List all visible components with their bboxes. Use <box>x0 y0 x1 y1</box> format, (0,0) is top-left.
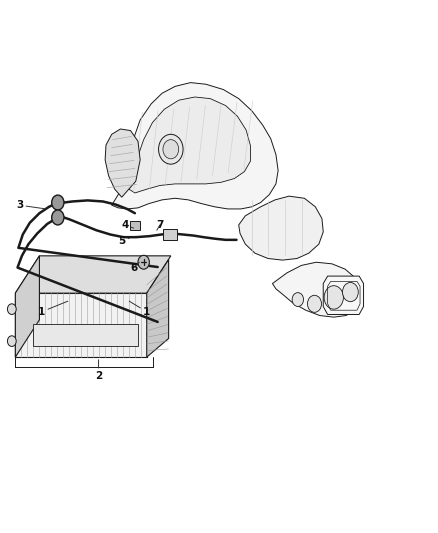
Text: 6: 6 <box>130 262 139 272</box>
Polygon shape <box>130 221 140 230</box>
Circle shape <box>52 195 64 210</box>
Text: 2: 2 <box>95 360 102 381</box>
Polygon shape <box>15 256 171 293</box>
Polygon shape <box>272 262 361 317</box>
Polygon shape <box>15 293 147 357</box>
Circle shape <box>7 336 16 346</box>
Circle shape <box>163 140 179 159</box>
Circle shape <box>307 295 321 312</box>
Text: 7: 7 <box>156 220 163 230</box>
Polygon shape <box>33 324 138 346</box>
Polygon shape <box>112 83 278 209</box>
Text: 1: 1 <box>38 301 68 317</box>
Polygon shape <box>163 229 177 240</box>
Polygon shape <box>105 129 140 197</box>
Circle shape <box>159 134 183 164</box>
Circle shape <box>324 286 343 309</box>
Circle shape <box>52 210 64 225</box>
Text: 3: 3 <box>16 200 46 210</box>
Polygon shape <box>239 196 323 260</box>
Text: 4: 4 <box>121 220 134 230</box>
Polygon shape <box>323 276 364 314</box>
Text: 5: 5 <box>118 236 129 246</box>
Polygon shape <box>125 97 251 193</box>
Polygon shape <box>147 260 169 357</box>
Circle shape <box>138 255 149 269</box>
Text: 1: 1 <box>129 301 150 317</box>
Circle shape <box>7 304 16 314</box>
Circle shape <box>292 293 304 306</box>
Circle shape <box>343 282 358 302</box>
Polygon shape <box>15 256 39 357</box>
